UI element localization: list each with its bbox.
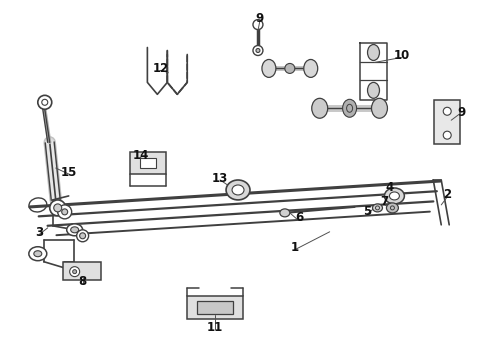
Ellipse shape: [390, 192, 399, 200]
Text: 9: 9: [256, 12, 264, 25]
Ellipse shape: [372, 204, 383, 212]
Ellipse shape: [67, 224, 83, 236]
Text: 13: 13: [212, 171, 228, 185]
Ellipse shape: [54, 204, 62, 212]
Bar: [434, 100, 460, 144]
Ellipse shape: [253, 20, 263, 30]
Ellipse shape: [262, 59, 276, 77]
Ellipse shape: [34, 251, 42, 257]
Text: 3: 3: [35, 226, 43, 239]
Ellipse shape: [73, 270, 76, 274]
Text: 9: 9: [457, 106, 465, 119]
Ellipse shape: [280, 209, 290, 217]
Text: 1: 1: [291, 241, 299, 254]
Ellipse shape: [50, 200, 66, 216]
Ellipse shape: [232, 185, 244, 195]
Text: 2: 2: [443, 188, 451, 202]
Ellipse shape: [71, 227, 78, 233]
Bar: [197, 301, 233, 315]
Text: 4: 4: [385, 181, 393, 194]
Ellipse shape: [62, 209, 68, 215]
Ellipse shape: [226, 180, 250, 200]
Ellipse shape: [256, 49, 260, 53]
Ellipse shape: [38, 95, 52, 109]
Ellipse shape: [76, 230, 89, 242]
Text: 11: 11: [207, 321, 223, 334]
Ellipse shape: [343, 99, 357, 117]
Text: 5: 5: [364, 205, 371, 219]
Ellipse shape: [29, 247, 47, 261]
Ellipse shape: [304, 59, 318, 77]
Ellipse shape: [368, 82, 379, 98]
Ellipse shape: [371, 98, 388, 118]
Text: 7: 7: [380, 195, 389, 208]
Text: 8: 8: [78, 275, 87, 288]
Text: 6: 6: [295, 211, 304, 224]
Ellipse shape: [368, 45, 379, 60]
Ellipse shape: [80, 233, 86, 239]
Ellipse shape: [443, 107, 451, 115]
Bar: [141, 158, 156, 168]
Ellipse shape: [312, 98, 328, 118]
Bar: [187, 296, 243, 319]
Ellipse shape: [387, 203, 398, 213]
Bar: [130, 152, 166, 174]
Ellipse shape: [58, 205, 72, 219]
Ellipse shape: [285, 63, 295, 73]
Ellipse shape: [253, 45, 263, 55]
Ellipse shape: [70, 267, 80, 276]
Text: 10: 10: [393, 49, 410, 62]
Text: 12: 12: [152, 62, 169, 75]
Ellipse shape: [385, 188, 404, 204]
Text: 15: 15: [60, 166, 77, 179]
Bar: [63, 262, 100, 280]
Ellipse shape: [443, 131, 451, 139]
Text: 14: 14: [132, 149, 148, 162]
